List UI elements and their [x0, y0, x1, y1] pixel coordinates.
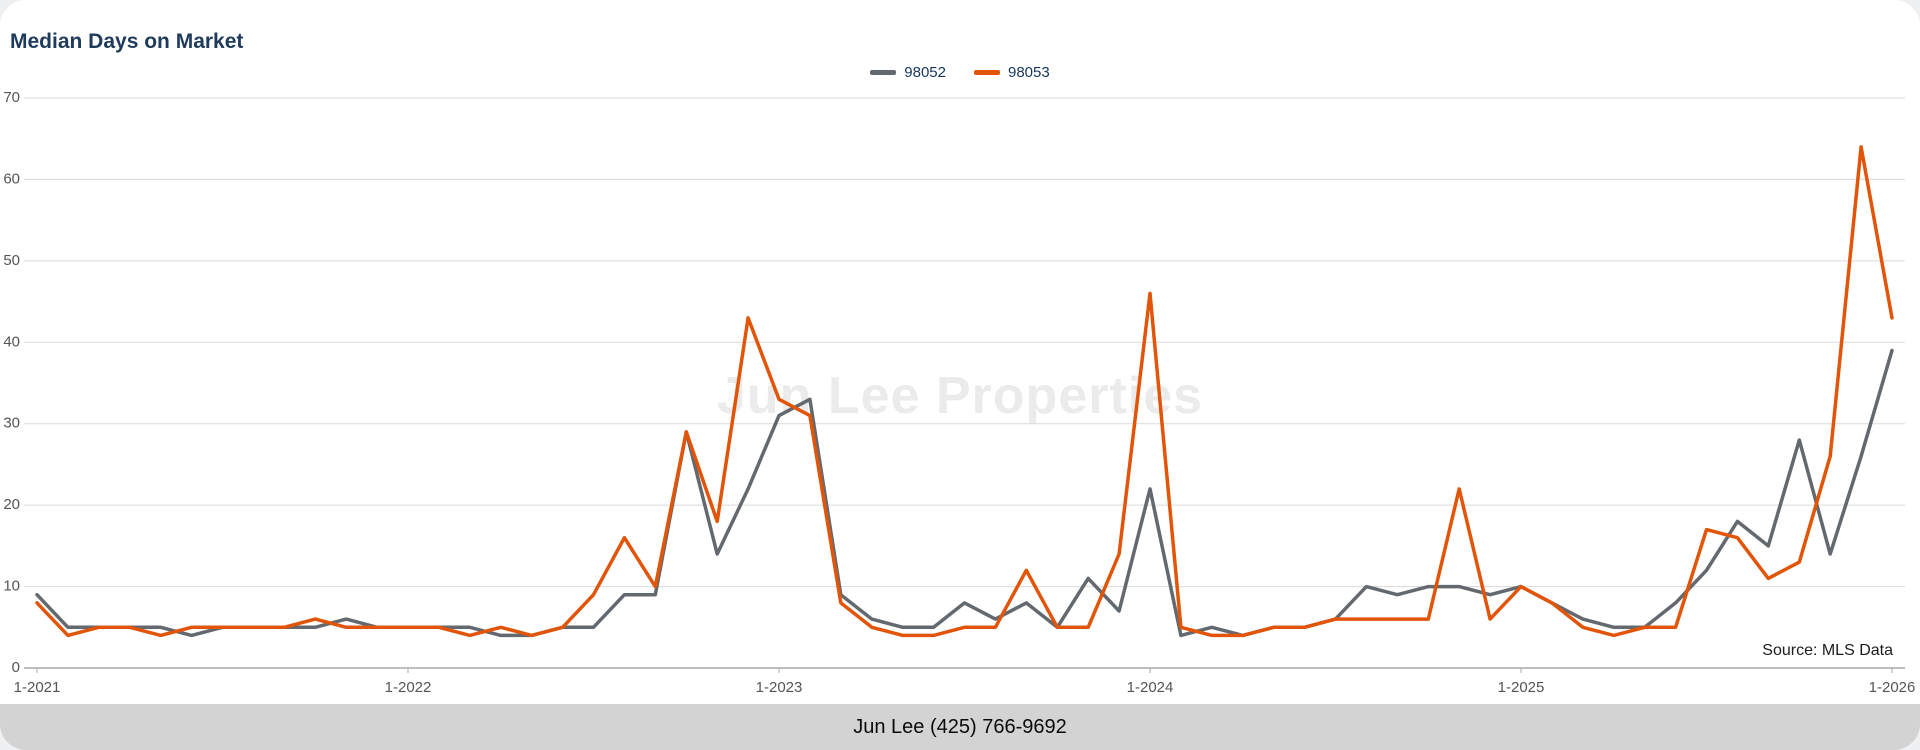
y-axis-label-40: 40	[3, 333, 20, 350]
footer-bar: Jun Lee (425) 766-9692	[0, 704, 1920, 750]
x-axis-label-1-2023: 1-2023	[756, 679, 803, 696]
y-axis-label-10: 10	[3, 578, 20, 595]
chart-legend: 98052 98053	[0, 64, 1920, 81]
y-axis-label-20: 20	[3, 496, 20, 513]
footer-contact: Jun Lee (425) 766-9692	[853, 715, 1067, 738]
x-axis-label-1-2024: 1-2024	[1127, 679, 1174, 696]
y-axis-label-70: 70	[3, 89, 20, 106]
source-note: Source: MLS Data	[1762, 642, 1893, 659]
legend-item-98052[interactable]: 98052	[870, 64, 946, 81]
legend-swatch-98053	[974, 70, 1000, 75]
watermark-text: Jun Lee Properties	[716, 367, 1204, 425]
x-axis-label-1-2025: 1-2025	[1498, 679, 1545, 696]
page-title: Median Days on Market	[10, 30, 244, 53]
y-axis-label-60: 60	[3, 170, 20, 187]
x-axis-label-1-2026: 1-2026	[1869, 679, 1916, 696]
series-line-98052	[35, 348, 1894, 638]
y-axis-label-50: 50	[3, 252, 20, 269]
y-axis-label-30: 30	[3, 415, 20, 432]
legend-label-98053: 98053	[1008, 64, 1050, 81]
y-axis-label-0: 0	[12, 659, 20, 676]
x-axis-label-1-2022: 1-2022	[385, 679, 432, 696]
x-axis-label-1-2021: 1-2021	[14, 679, 61, 696]
series-line-98053	[35, 145, 1894, 638]
legend-swatch-98052	[870, 70, 897, 75]
legend-item-98053[interactable]: 98053	[974, 64, 1050, 81]
legend-label-98052: 98052	[904, 64, 946, 81]
